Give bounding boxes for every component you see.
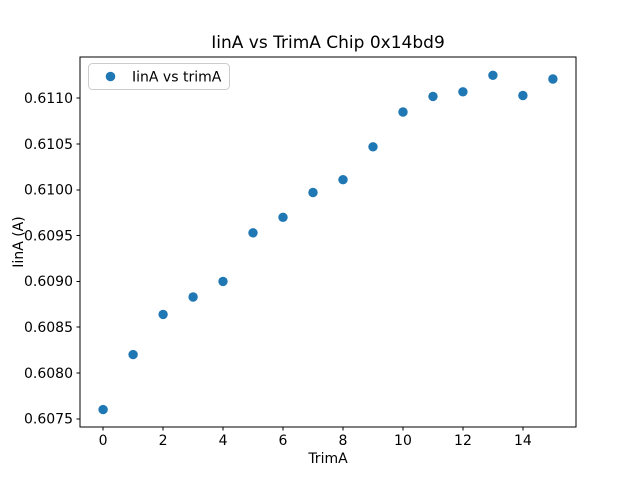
x-tick-label: 8 [339, 433, 348, 449]
data-point [128, 349, 138, 360]
axes-spines [79, 56, 577, 428]
data-point [518, 90, 528, 101]
legend-label: IinA vs trimA [132, 70, 222, 86]
plot-area [80, 57, 576, 427]
data-point [488, 70, 498, 81]
data-point [338, 175, 348, 185]
x-tick-label: 14 [514, 433, 532, 449]
y-axis-label: IinA (A) [11, 216, 27, 267]
data-point [188, 292, 198, 302]
x-tick-label: 10 [394, 433, 412, 449]
legend-box [88, 63, 230, 90]
data-points [98, 70, 558, 415]
x-tick-label: 6 [279, 433, 288, 449]
data-point [398, 107, 408, 117]
data-point [248, 228, 258, 238]
y-tick-label: 0.6110 [24, 91, 73, 107]
data-point [218, 276, 228, 287]
data-point [368, 142, 378, 152]
y-tick-label: 0.6105 [24, 137, 73, 153]
data-point [428, 91, 438, 102]
legend-marker-icon [105, 71, 116, 82]
y-tick-label: 0.6075 [24, 412, 73, 428]
y-tick-label: 0.6090 [24, 274, 73, 290]
data-point [548, 74, 558, 84]
x-axis-label: TrimA [307, 451, 348, 467]
x-tick-label: 4 [219, 433, 228, 449]
chart-title: IinA vs TrimA Chip 0x14bd9 [211, 33, 445, 53]
y-tick-label: 0.6080 [24, 366, 73, 382]
data-point [278, 212, 288, 222]
data-point [308, 187, 318, 198]
legend: IinA vs trimA [88, 63, 230, 90]
data-point [158, 309, 168, 320]
x-tick-label: 2 [159, 433, 168, 449]
y-tick-label: 0.6095 [24, 228, 73, 244]
y-axis-ticks: 0.6075 0.6080 0.6085 0.6090 0.6095 0.6100 0.61… [24, 91, 80, 428]
x-tick-label: 0 [99, 433, 108, 449]
y-tick-label: 0.6100 [24, 183, 73, 199]
data-point [98, 404, 108, 415]
x-tick-label: 12 [454, 433, 472, 449]
x-axis-ticks: 0 2 4 6 8 10 12 14 [99, 427, 532, 449]
y-tick-label: 0.6085 [24, 320, 73, 336]
data-point [458, 87, 468, 97]
